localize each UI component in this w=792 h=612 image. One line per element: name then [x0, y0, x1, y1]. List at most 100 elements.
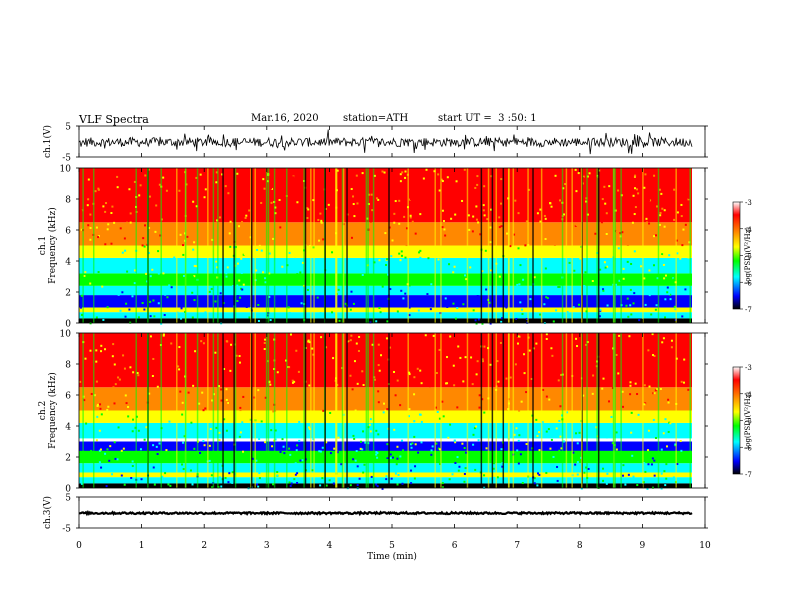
speckle — [583, 285, 586, 288]
speckle — [283, 452, 286, 455]
speckle — [270, 187, 273, 190]
speckle — [615, 431, 618, 434]
speckle — [453, 363, 456, 366]
speckle — [409, 216, 412, 219]
speckle — [485, 350, 488, 353]
sferic-line — [273, 168, 276, 323]
speckle — [655, 205, 658, 208]
speckle — [363, 463, 366, 466]
speckle — [500, 448, 503, 451]
speckle — [241, 288, 244, 291]
speckle — [386, 215, 389, 218]
speckle — [409, 443, 412, 446]
speckle — [389, 288, 392, 291]
speckle — [621, 474, 624, 477]
speckle — [538, 171, 541, 174]
speckle — [634, 174, 637, 177]
speckle — [549, 202, 552, 205]
speckle — [543, 214, 546, 217]
speckle — [349, 484, 352, 487]
speckle — [538, 473, 541, 476]
speckle — [655, 437, 658, 440]
speckle — [482, 204, 485, 207]
speckle — [377, 198, 380, 201]
speckle — [106, 408, 109, 411]
speckle — [604, 266, 607, 269]
speckle — [270, 470, 273, 473]
speckle — [414, 465, 417, 468]
sferic-line — [675, 168, 677, 323]
speckle — [555, 427, 558, 430]
speckle — [329, 411, 332, 414]
speckle — [157, 302, 160, 305]
speckle — [245, 305, 248, 308]
speckle — [87, 224, 90, 227]
speckle — [472, 215, 475, 218]
speckle — [575, 190, 578, 193]
speckle — [454, 317, 457, 320]
speckle — [594, 232, 597, 235]
speckle — [80, 228, 83, 231]
speckle — [400, 289, 403, 292]
speckle — [219, 216, 222, 219]
speckle — [541, 265, 544, 268]
speckle — [272, 483, 275, 486]
speckle — [673, 218, 676, 221]
speckle — [483, 345, 486, 348]
speckle — [500, 225, 503, 228]
speckle — [117, 293, 120, 296]
speckle — [325, 346, 328, 349]
speckle — [358, 432, 361, 435]
speckle — [338, 383, 341, 386]
speckle — [644, 470, 647, 473]
speckle — [615, 448, 618, 451]
speckle — [238, 184, 241, 187]
speckle — [325, 441, 328, 444]
speckle — [177, 225, 180, 228]
speckle — [457, 469, 460, 472]
speckle — [369, 321, 372, 324]
speckle — [430, 453, 433, 456]
speckle — [517, 212, 520, 215]
speckle — [191, 291, 194, 294]
speckle — [425, 168, 428, 171]
speckle — [412, 260, 415, 263]
speckle — [255, 298, 258, 301]
speckle — [681, 244, 684, 247]
sferic-line — [310, 333, 312, 488]
speckle — [450, 274, 453, 277]
speckle — [129, 221, 132, 224]
speckle — [402, 449, 405, 452]
speckle — [510, 211, 513, 214]
speckle — [191, 397, 194, 400]
speckle — [576, 442, 579, 445]
sferic-line — [176, 333, 178, 488]
speckle — [331, 311, 334, 314]
y-tick-label: 4 — [65, 258, 71, 268]
speckle — [206, 215, 209, 218]
speckle — [293, 380, 296, 383]
speckle — [308, 384, 311, 387]
speckle — [456, 406, 459, 409]
speckle — [322, 409, 325, 412]
speckle — [288, 481, 291, 484]
speckle — [617, 247, 620, 250]
speckle — [192, 248, 195, 251]
speckle — [669, 422, 672, 425]
speckle — [436, 410, 439, 413]
speckle — [274, 438, 277, 441]
sferic-line — [324, 168, 326, 323]
speckle — [214, 351, 217, 354]
speckle — [538, 449, 541, 452]
speckle — [276, 371, 279, 374]
sferic-line — [313, 333, 315, 488]
speckle — [220, 388, 223, 391]
speckle — [298, 280, 301, 283]
speckle — [375, 453, 378, 456]
speckle — [457, 345, 460, 348]
speckle — [472, 433, 475, 436]
speckle — [189, 469, 192, 472]
speckle — [681, 315, 684, 318]
speckle — [684, 223, 687, 226]
x-tick-label: 7 — [514, 541, 520, 551]
